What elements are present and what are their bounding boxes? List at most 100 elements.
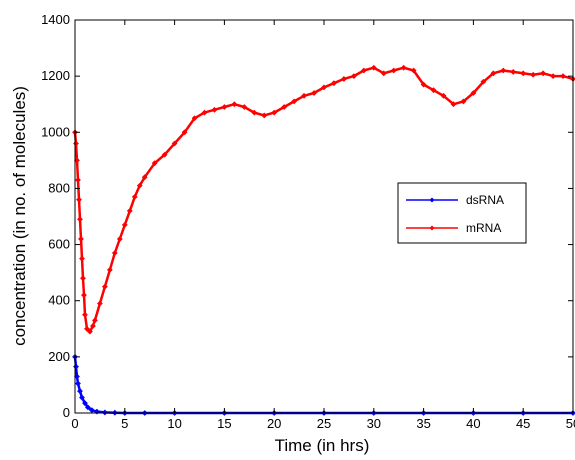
data-point-dsRNA bbox=[74, 373, 80, 380]
x-tick-label: 40 bbox=[466, 416, 480, 431]
data-point-mRNA bbox=[74, 157, 80, 164]
legend-item-mRNA: mRNA bbox=[406, 221, 501, 235]
legend-box bbox=[397, 182, 527, 244]
data-point-mRNA bbox=[80, 275, 86, 282]
y-tick-label: 1200 bbox=[41, 68, 70, 83]
data-point-mRNA bbox=[450, 101, 457, 108]
data-point-mRNA bbox=[400, 64, 407, 71]
data-point-mRNA bbox=[75, 177, 81, 183]
data-point-mRNA bbox=[560, 73, 566, 80]
data-point-mRNA bbox=[90, 323, 96, 329]
legend-label-mRNA: mRNA bbox=[466, 221, 501, 235]
data-point-mRNA bbox=[430, 87, 437, 94]
data-point-dsRNA bbox=[79, 394, 85, 401]
data-point-mRNA bbox=[211, 106, 218, 113]
data-point-mRNA bbox=[331, 80, 337, 87]
x-tick-label: 15 bbox=[217, 416, 231, 431]
series-layer bbox=[72, 64, 575, 416]
y-tick-label: 1400 bbox=[41, 12, 70, 27]
data-point-mRNA bbox=[101, 283, 108, 290]
data-point-mRNA bbox=[341, 76, 347, 82]
data-point-mRNA bbox=[291, 98, 298, 105]
data-point-mRNA bbox=[251, 109, 258, 116]
data-point-mRNA bbox=[111, 250, 118, 256]
data-point-mRNA bbox=[440, 92, 447, 99]
data-point-mRNA bbox=[231, 101, 238, 108]
data-point-mRNA bbox=[76, 196, 82, 203]
data-point-mRNA bbox=[460, 98, 467, 105]
legend-marker-mRNA bbox=[429, 225, 435, 231]
data-point-mRNA bbox=[271, 109, 278, 116]
data-point-mRNA bbox=[480, 78, 487, 85]
x-tick-label: 35 bbox=[416, 416, 430, 431]
data-point-mRNA bbox=[500, 67, 507, 74]
data-point-mRNA bbox=[161, 151, 168, 158]
data-point-mRNA bbox=[77, 216, 83, 223]
data-point-mRNA bbox=[96, 300, 103, 307]
data-point-mRNA bbox=[550, 73, 556, 80]
data-point-mRNA bbox=[181, 129, 188, 136]
data-point-mRNA bbox=[171, 140, 178, 147]
data-point-mRNA bbox=[370, 64, 377, 71]
y-axis-title: concentration (in no. of molecules) bbox=[10, 86, 29, 346]
data-point-mRNA bbox=[79, 255, 85, 262]
series-mRNA bbox=[72, 64, 575, 335]
data-point-mRNA bbox=[106, 266, 113, 273]
y-tick-label: 400 bbox=[48, 293, 70, 308]
data-point-dsRNA bbox=[89, 407, 95, 414]
legend-marker-dsRNA bbox=[429, 197, 435, 203]
data-point-mRNA bbox=[281, 104, 288, 110]
x-tick-label: 20 bbox=[267, 416, 281, 431]
data-point-dsRNA bbox=[85, 404, 91, 411]
data-point-mRNA bbox=[121, 222, 128, 228]
x-tick-label: 30 bbox=[367, 416, 381, 431]
data-point-mRNA bbox=[490, 70, 497, 77]
data-point-mRNA bbox=[84, 325, 90, 332]
x-axis-title: Time (in hrs) bbox=[275, 436, 370, 455]
data-point-mRNA bbox=[311, 90, 317, 96]
data-point-mRNA bbox=[350, 73, 357, 80]
data-point-mRNA bbox=[82, 311, 88, 318]
data-point-mRNA bbox=[261, 112, 268, 119]
y-tick-label: 1000 bbox=[41, 124, 70, 139]
data-point-mRNA bbox=[131, 193, 138, 200]
data-point-mRNA bbox=[520, 70, 527, 77]
data-point-mRNA bbox=[510, 69, 517, 75]
x-tick-label: 50 bbox=[566, 416, 575, 431]
data-point-mRNA bbox=[241, 104, 248, 110]
data-point-mRNA bbox=[530, 71, 537, 78]
data-point-mRNA bbox=[78, 236, 84, 242]
data-point-dsRNA bbox=[75, 380, 81, 387]
data-point-mRNA bbox=[301, 92, 307, 99]
x-tick-label: 25 bbox=[317, 416, 331, 431]
x-tick-label: 5 bbox=[121, 416, 128, 431]
axes: 0 5 10 15 20 25 30 35 40 45 50 0 200 400 600 800 1000 120… bbox=[41, 12, 575, 431]
x-tick-label: 45 bbox=[516, 416, 530, 431]
data-point-dsRNA bbox=[101, 409, 108, 416]
data-point-mRNA bbox=[540, 70, 547, 77]
data-point-mRNA bbox=[81, 292, 87, 299]
legend: dsRNA mRNA bbox=[397, 182, 527, 244]
data-point-mRNA bbox=[126, 207, 133, 214]
data-point-mRNA bbox=[92, 317, 98, 324]
legend-label-dsRNA: dsRNA bbox=[466, 193, 504, 207]
data-point-mRNA bbox=[380, 70, 387, 77]
data-point-mRNA bbox=[151, 160, 158, 167]
x-tick-label: 10 bbox=[167, 416, 181, 431]
data-point-dsRNA bbox=[82, 400, 88, 407]
y-tick-label: 800 bbox=[48, 180, 70, 195]
data-point-mRNA bbox=[201, 109, 208, 116]
data-point-mRNA bbox=[136, 182, 143, 189]
data-point-mRNA bbox=[191, 115, 198, 122]
data-point-mRNA bbox=[321, 84, 327, 91]
data-point-mRNA bbox=[470, 90, 477, 96]
data-point-mRNA bbox=[390, 67, 397, 74]
data-point-mRNA bbox=[87, 328, 93, 335]
data-point-mRNA bbox=[221, 104, 228, 110]
data-point-mRNA bbox=[360, 67, 367, 74]
data-point-mRNA bbox=[141, 174, 148, 181]
data-point-dsRNA bbox=[77, 388, 83, 395]
data-point-mRNA bbox=[116, 236, 123, 242]
data-point-mRNA bbox=[410, 67, 417, 74]
